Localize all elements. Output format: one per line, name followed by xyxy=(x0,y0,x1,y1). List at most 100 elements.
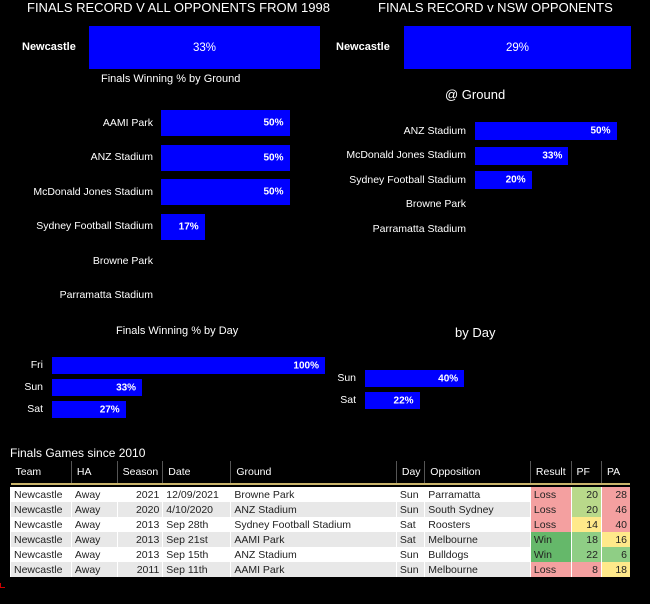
cell-pa: 16 xyxy=(600,532,630,547)
cell-ha: Away xyxy=(70,547,118,562)
bar: 33% xyxy=(52,379,143,396)
column-header[interactable]: Opposition xyxy=(424,461,531,485)
category-label: Browne Park xyxy=(405,198,466,210)
cell-team: Newcastle xyxy=(10,547,72,562)
cell-day: Sat xyxy=(395,532,425,547)
table-row[interactable]: Newcastle Away 2013 Sep 28th Sydney Football… xyxy=(10,517,630,532)
column-header[interactable]: Day xyxy=(395,461,425,485)
cell-pf: 18 xyxy=(570,532,602,547)
bar-value-label: 27% xyxy=(99,404,120,415)
cell-result: Win xyxy=(529,547,571,562)
cell-date: Sep 28th xyxy=(162,517,231,532)
table-row[interactable]: Newcastle Away 2013 Sep 15th ANZ Stadium Sun B… xyxy=(10,547,630,562)
cell-result: Loss xyxy=(529,502,571,517)
left-overall-value: 33% xyxy=(192,41,217,54)
category-label: McDonald Jones Stadium xyxy=(33,185,153,198)
cell-team: Newcastle xyxy=(10,562,72,577)
cell-opp: Bulldogs xyxy=(424,547,531,562)
bar: 20% xyxy=(475,171,532,189)
category-label: Sat xyxy=(340,394,356,406)
cell-pf: 14 xyxy=(570,517,602,532)
table-row[interactable]: Newcastle Away 2013 Sep 21st AAMI Park Sat Mel… xyxy=(10,532,630,547)
left-overall-bar: 33% xyxy=(89,26,320,69)
bar: 40% xyxy=(365,370,465,387)
cell-ground: ANZ Stadium xyxy=(230,547,397,562)
cell-result: Loss xyxy=(529,562,571,577)
category-label: Sydney Football Stadium xyxy=(349,173,466,186)
bar: 50% xyxy=(161,110,290,136)
left-panel-title: FINALS RECORD V ALL OPPONENTS FROM 1998 xyxy=(27,0,330,15)
table-row[interactable]: Newcastle Away 2021 12/09/2021 Browne Park Su… xyxy=(10,487,630,502)
category-label: AAMI Park xyxy=(102,116,153,129)
cell-pa: 46 xyxy=(600,502,630,517)
bar: 100% xyxy=(52,357,325,374)
left-ground-chart: AAMI Park 50% ANZ Stadium 50% McDonald Jones… xyxy=(20,110,428,317)
right-overall-bar: 29% xyxy=(404,26,631,69)
category-label: Sun xyxy=(24,381,43,393)
cell-opp: Parramatta xyxy=(424,487,531,502)
cell-pa: 6 xyxy=(600,547,630,562)
bar-value-label: 50% xyxy=(263,117,284,129)
cell-ha: Away xyxy=(70,562,118,577)
left-day-chart: Fri 100% Sun 33% Sat 27% xyxy=(15,357,335,423)
table-row[interactable]: Newcastle Away 2020 4/10/2020 ANZ Stadium Sun… xyxy=(10,502,630,517)
right-overall-team: Newcastle xyxy=(336,41,390,53)
bar-value-label: 20% xyxy=(505,174,526,186)
cell-team: Newcastle xyxy=(10,517,72,532)
right-ground-chart-title: @ Ground xyxy=(445,87,506,102)
category-label: Browne Park xyxy=(92,254,153,267)
column-header[interactable]: Result xyxy=(529,461,571,485)
cell-pa: 18 xyxy=(600,562,630,577)
right-day-chart-title: by Day xyxy=(455,325,496,340)
cell-ha: Away xyxy=(70,517,118,532)
cell-pf: 20 xyxy=(570,487,602,502)
bar: 27% xyxy=(52,401,126,418)
bar-value-label: 50% xyxy=(590,125,611,137)
bar-value-label: 17% xyxy=(178,221,199,232)
category-label: Fri xyxy=(30,359,43,371)
cell-opp: Melbourne xyxy=(424,532,531,547)
bar-value-label: 50% xyxy=(263,186,284,198)
cell-pa: 40 xyxy=(600,517,630,532)
category-label: Parramatta Stadium xyxy=(59,289,153,301)
games-table-title: Finals Games since 2010 xyxy=(10,446,146,460)
column-header[interactable]: PF xyxy=(570,461,602,485)
table-row[interactable]: Newcastle Away 2011 Sep 11th AAMI Park Sun Mel… xyxy=(10,562,630,577)
column-header[interactable]: Ground xyxy=(230,461,397,485)
bar-value-label: 22% xyxy=(393,395,414,406)
cell-result: Loss xyxy=(529,517,571,532)
right-overall-value: 29% xyxy=(505,41,530,54)
column-header[interactable]: Team xyxy=(10,461,72,485)
cell-team: Newcastle xyxy=(10,487,72,502)
bar-value-label: 33% xyxy=(116,382,137,393)
cell-season: 2013 xyxy=(116,532,163,547)
corner-marker xyxy=(0,583,5,588)
cell-result: Win xyxy=(529,532,571,547)
column-header[interactable]: HA xyxy=(70,461,118,485)
cell-season: 2011 xyxy=(116,562,163,577)
column-header[interactable]: Date xyxy=(162,461,231,485)
bar: 50% xyxy=(161,179,290,205)
category-label: Sun xyxy=(337,372,356,384)
bar-value-label: 50% xyxy=(263,152,284,163)
cell-ground: AAMI Park xyxy=(230,532,397,547)
column-header[interactable]: PA xyxy=(600,461,630,485)
category-label: Sydney Football Stadium xyxy=(36,220,153,232)
right-panel-title: FINALS RECORD v NSW OPPONENTS xyxy=(378,0,613,15)
cell-day: Sat xyxy=(395,517,425,532)
cell-season: 2013 xyxy=(116,547,163,562)
bar: 17% xyxy=(161,213,205,240)
category-label: Parramatta Stadium xyxy=(372,222,466,235)
left-day-chart-title: Finals Winning % by Day xyxy=(116,325,239,337)
cell-opp: Melbourne xyxy=(424,562,531,577)
cell-team: Newcastle xyxy=(10,532,72,547)
cell-pf: 8 xyxy=(570,562,602,577)
cell-season: 2021 xyxy=(116,487,163,502)
bar: 33% xyxy=(475,146,569,165)
column-header[interactable]: Season xyxy=(116,461,163,485)
cell-ground: AAMI Park xyxy=(230,562,397,577)
bar: 22% xyxy=(365,392,420,409)
cell-opp: South Sydney xyxy=(424,502,531,517)
bar: 50% xyxy=(475,122,617,140)
cell-date: Sep 15th xyxy=(162,547,231,562)
